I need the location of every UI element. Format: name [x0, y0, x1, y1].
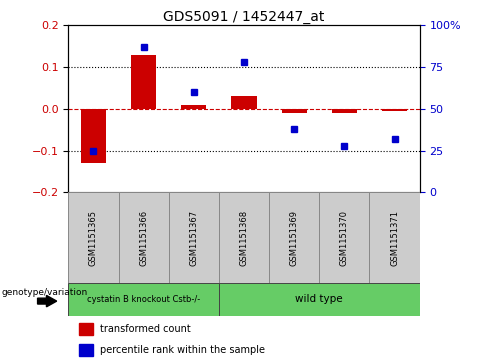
Text: GSM1151365: GSM1151365 — [89, 210, 98, 266]
Text: wild type: wild type — [295, 294, 343, 305]
Text: percentile rank within the sample: percentile rank within the sample — [100, 345, 265, 355]
Title: GDS5091 / 1452447_at: GDS5091 / 1452447_at — [163, 11, 325, 24]
Bar — [269, 192, 319, 283]
Bar — [219, 192, 269, 283]
Bar — [231, 96, 257, 109]
Text: GSM1151366: GSM1151366 — [139, 210, 148, 266]
Text: genotype/variation: genotype/variation — [1, 289, 88, 297]
Bar — [79, 323, 93, 335]
Text: GSM1151369: GSM1151369 — [290, 210, 299, 266]
Bar — [79, 344, 93, 356]
Bar — [81, 109, 106, 163]
Bar — [219, 283, 420, 316]
Bar — [382, 109, 407, 111]
Bar — [119, 192, 169, 283]
Bar — [282, 109, 307, 113]
Text: cystatin B knockout Cstb-/-: cystatin B knockout Cstb-/- — [87, 295, 200, 304]
Bar — [369, 192, 420, 283]
Bar — [181, 105, 206, 109]
Text: GSM1151371: GSM1151371 — [390, 210, 399, 266]
Bar — [131, 54, 156, 109]
Bar — [68, 192, 119, 283]
Text: GSM1151368: GSM1151368 — [240, 210, 248, 266]
Bar — [68, 283, 219, 316]
Bar — [332, 109, 357, 113]
Bar — [319, 192, 369, 283]
Bar — [169, 192, 219, 283]
FancyArrow shape — [38, 295, 57, 307]
Text: GSM1151370: GSM1151370 — [340, 210, 349, 266]
Text: transformed count: transformed count — [100, 324, 191, 334]
Text: GSM1151367: GSM1151367 — [189, 210, 198, 266]
